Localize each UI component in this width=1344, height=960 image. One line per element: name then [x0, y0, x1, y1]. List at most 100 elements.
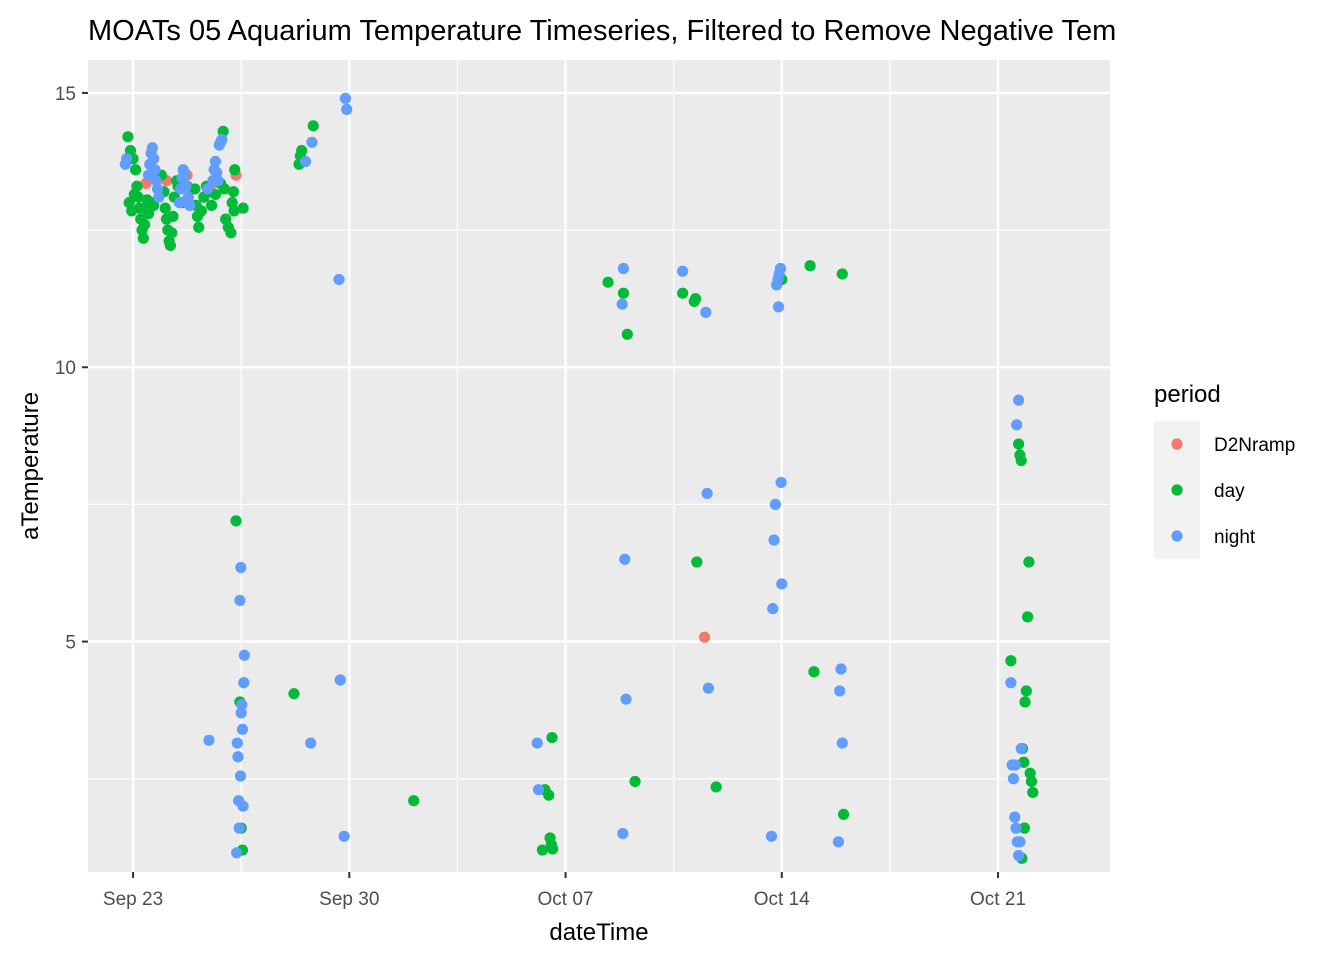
point-day	[307, 120, 319, 132]
x-tick-label: Oct 07	[538, 889, 594, 910]
point-day	[159, 202, 171, 214]
point-day	[225, 227, 237, 239]
legend-label: night	[1214, 527, 1256, 548]
point-night	[235, 561, 247, 574]
point-night	[146, 142, 158, 154]
point-night	[1010, 822, 1022, 834]
point-night	[1015, 742, 1027, 755]
point-night	[299, 155, 312, 168]
point-day	[237, 202, 249, 214]
point-day	[193, 221, 205, 233]
point-night	[153, 191, 165, 203]
y-axis-title: aTemperature	[17, 392, 44, 540]
point-night	[212, 175, 224, 187]
point-day	[621, 328, 633, 340]
point-day	[195, 205, 207, 217]
point-day	[547, 843, 559, 855]
point-night	[617, 262, 630, 275]
point-night	[234, 594, 246, 607]
data-points	[119, 92, 1039, 864]
point-day	[1018, 822, 1031, 834]
point-day	[808, 666, 820, 678]
point-night	[211, 166, 223, 179]
point-night	[216, 133, 228, 146]
point-day	[617, 287, 630, 299]
point-day	[230, 515, 242, 527]
point-night	[832, 836, 845, 848]
point-day	[189, 183, 201, 195]
point-night	[182, 191, 194, 203]
point-day	[166, 227, 178, 239]
point-day	[126, 205, 138, 217]
point-night	[532, 784, 545, 796]
point-day	[1025, 775, 1038, 788]
point-day	[1024, 767, 1036, 779]
point-day	[629, 775, 641, 788]
point-night	[768, 534, 780, 546]
point-night	[1014, 836, 1026, 848]
point-night	[339, 92, 352, 105]
point-day	[543, 789, 555, 801]
point-day	[836, 268, 848, 280]
point-night	[209, 155, 222, 168]
point-night	[178, 169, 191, 181]
legend: period D2Nramp day night	[1154, 381, 1295, 559]
point-night	[701, 487, 713, 500]
x-tick-label: Sep 30	[319, 889, 379, 910]
point-night	[1011, 419, 1023, 431]
point-night	[151, 183, 164, 195]
point-night	[202, 183, 214, 195]
point-day	[205, 199, 218, 211]
point-day	[1019, 696, 1031, 708]
point-day	[710, 781, 722, 793]
point-night	[677, 265, 689, 277]
point-night	[236, 723, 249, 735]
point-day	[1013, 438, 1025, 450]
point-night	[1005, 677, 1017, 689]
x-axis-title: dateTime	[549, 919, 648, 946]
point-day	[1027, 786, 1039, 799]
point-night	[619, 553, 631, 565]
point-day	[137, 232, 149, 244]
y-tick-label: 10	[55, 358, 76, 379]
point-night	[121, 153, 133, 165]
point-day	[408, 795, 420, 807]
point-day	[837, 808, 850, 820]
point-night	[1009, 811, 1021, 823]
point-night	[236, 699, 248, 711]
grid-minor	[88, 60, 1110, 872]
point-night	[180, 180, 192, 192]
point-day	[804, 260, 816, 272]
point-night	[232, 751, 244, 763]
point-night	[305, 737, 317, 749]
point-night	[765, 830, 778, 842]
point-night	[341, 103, 353, 115]
x-tick-labels: Sep 23 Sep 30 Oct 07 Oct 14 Oct 21	[103, 889, 1026, 910]
point-day	[602, 276, 614, 288]
point-night	[835, 663, 847, 675]
point-night	[338, 830, 350, 842]
point-night	[231, 737, 243, 749]
point-day	[209, 188, 222, 201]
y-tick-label: 5	[65, 633, 76, 654]
point-day	[677, 287, 689, 299]
point-day	[130, 164, 142, 176]
point-night	[617, 827, 629, 840]
point-night	[616, 298, 628, 310]
x-tick-label: Oct 21	[970, 889, 1026, 910]
point-night	[203, 734, 215, 746]
point-night	[184, 199, 196, 211]
point-night	[333, 273, 345, 286]
point-day	[218, 183, 231, 195]
point-night	[836, 737, 848, 749]
legend-marker-day	[1171, 484, 1183, 496]
point-day	[1020, 685, 1032, 697]
point-day	[689, 293, 702, 305]
point-night	[238, 649, 250, 661]
point-day	[128, 188, 140, 201]
point-day	[139, 218, 151, 231]
x-tick-label: Sep 23	[103, 889, 163, 910]
point-night	[769, 498, 781, 511]
y-tick-label: 15	[55, 84, 76, 105]
